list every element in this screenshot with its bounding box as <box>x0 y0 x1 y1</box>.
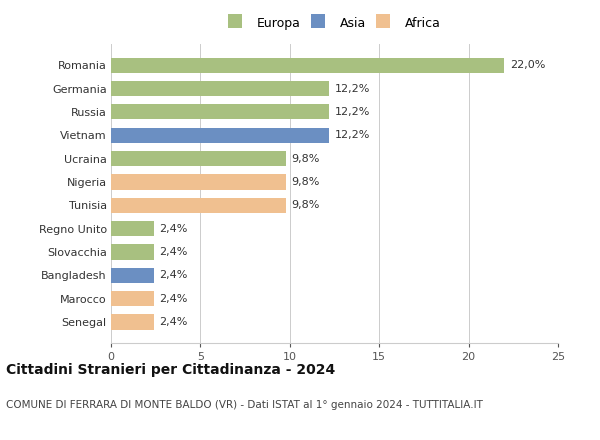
Text: 9,8%: 9,8% <box>292 154 320 164</box>
Text: 12,2%: 12,2% <box>335 84 370 94</box>
Text: 12,2%: 12,2% <box>335 107 370 117</box>
Bar <box>111 174 286 190</box>
Bar <box>111 291 154 306</box>
Text: 2,4%: 2,4% <box>159 317 188 327</box>
Text: 9,8%: 9,8% <box>292 200 320 210</box>
Bar <box>111 58 505 73</box>
Bar <box>111 221 154 236</box>
Text: 2,4%: 2,4% <box>159 224 188 234</box>
Bar <box>111 315 154 330</box>
Legend: Europa, Asia, Africa: Europa, Asia, Africa <box>226 15 443 33</box>
Bar <box>111 268 154 283</box>
Text: 2,4%: 2,4% <box>159 293 188 304</box>
Text: 9,8%: 9,8% <box>292 177 320 187</box>
Text: 2,4%: 2,4% <box>159 270 188 280</box>
Text: 12,2%: 12,2% <box>335 130 370 140</box>
Bar <box>111 104 329 120</box>
Bar <box>111 128 329 143</box>
Text: 22,0%: 22,0% <box>510 60 545 70</box>
Bar <box>111 244 154 260</box>
Bar <box>111 151 286 166</box>
Text: Cittadini Stranieri per Cittadinanza - 2024: Cittadini Stranieri per Cittadinanza - 2… <box>6 363 335 377</box>
Bar <box>111 81 329 96</box>
Text: 2,4%: 2,4% <box>159 247 188 257</box>
Text: COMUNE DI FERRARA DI MONTE BALDO (VR) - Dati ISTAT al 1° gennaio 2024 - TUTTITAL: COMUNE DI FERRARA DI MONTE BALDO (VR) - … <box>6 400 483 411</box>
Bar <box>111 198 286 213</box>
